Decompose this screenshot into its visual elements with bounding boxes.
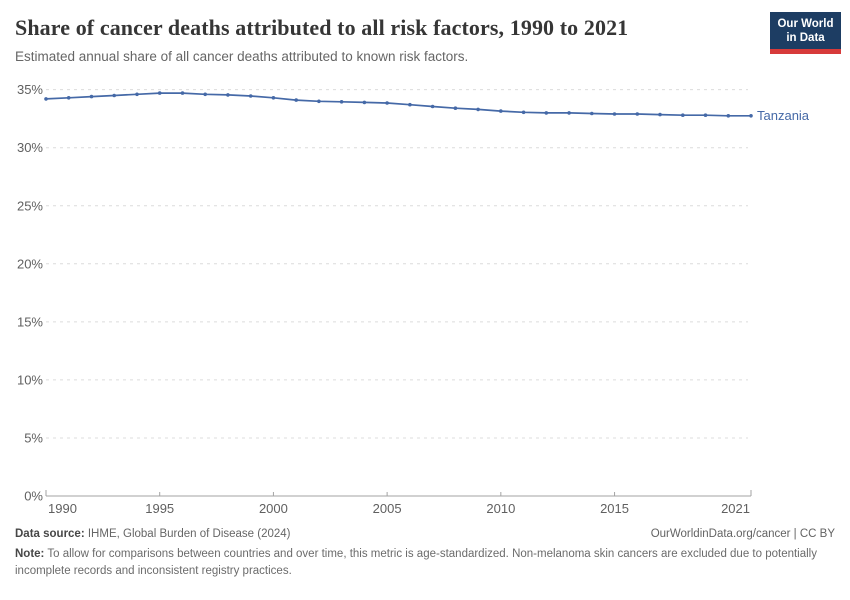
data-point [590, 111, 594, 116]
y-axis-label: 15% [17, 314, 43, 329]
x-axis-label: 2021 [721, 501, 750, 516]
data-point [362, 100, 367, 105]
data-point [385, 101, 389, 105]
owid-logo-red-bar [770, 49, 841, 55]
header: Share of cancer deaths attributed to all… [15, 15, 755, 64]
owid-logo-line1: Our World [777, 18, 834, 30]
data-point [203, 92, 207, 97]
data-point [681, 113, 685, 117]
y-axis-label: 25% [17, 198, 43, 213]
footnote: Note: To allow for comparisons between c… [15, 546, 821, 579]
data-point [248, 94, 253, 98]
data-point [430, 104, 435, 109]
y-axis-label: 0% [24, 489, 43, 504]
chart-subtitle: Estimated annual share of all cancer dea… [15, 49, 469, 64]
x-axis-label: 2010 [486, 501, 515, 516]
credit-link[interactable]: OurWorldinData.org/cancer | CC BY [650, 528, 835, 540]
data-point [271, 96, 276, 100]
x-axis-label: 1995 [145, 501, 174, 516]
data-point [612, 112, 617, 116]
owid-logo-text: Our World in Data [770, 12, 841, 50]
footnote-label: Note: [15, 548, 45, 560]
data-point [317, 99, 321, 104]
data-point [339, 100, 344, 104]
data-point [567, 111, 571, 115]
data-point [658, 112, 662, 117]
data-point [726, 114, 731, 118]
series-label-tanzania[interactable]: Tanzania [757, 107, 810, 123]
footer: Data source: IHME, Global Burden of Dise… [15, 528, 835, 579]
data-point [453, 106, 458, 110]
data-point [180, 91, 185, 95]
y-axis-label: 5% [24, 430, 43, 445]
data-point [226, 93, 230, 97]
x-axis-label: 2005 [373, 501, 402, 516]
data-point [408, 102, 412, 107]
data-point [635, 112, 640, 116]
data-point [44, 97, 48, 101]
data-point [476, 107, 480, 112]
data-line [45, 92, 751, 117]
data-point [544, 111, 549, 115]
x-axis-label: 1990 [48, 501, 77, 516]
data-point [703, 113, 708, 117]
data-source-value: IHME, Global Burden of Disease (2024) [84, 528, 291, 540]
x-axis-label: 2015 [600, 501, 629, 516]
chart-title: Share of cancer deaths attributed to all… [15, 15, 629, 40]
data-point [89, 94, 94, 99]
footnote-text: To allow for comparisons between countri… [15, 548, 817, 577]
y-axis-label: 20% [17, 256, 43, 271]
data-point [499, 109, 503, 113]
data-source-text: Data source: IHME, Global Burden of Dise… [15, 528, 291, 540]
data-point [135, 92, 139, 97]
y-axis-label: 10% [17, 372, 43, 387]
data-point [112, 93, 116, 98]
data-point [521, 110, 526, 115]
data-point [294, 98, 299, 102]
data-source-label: Data source: [15, 528, 85, 540]
data-point [749, 114, 753, 118]
owid-logo-line2: in Data [786, 32, 825, 45]
y-axis-label: 30% [17, 140, 43, 155]
x-axis-label: 2000 [259, 501, 288, 516]
y-axis-label: 35% [17, 82, 43, 97]
data-point [157, 91, 162, 95]
data-point [66, 96, 71, 100]
owid-logo: Our World in Data [770, 12, 841, 55]
